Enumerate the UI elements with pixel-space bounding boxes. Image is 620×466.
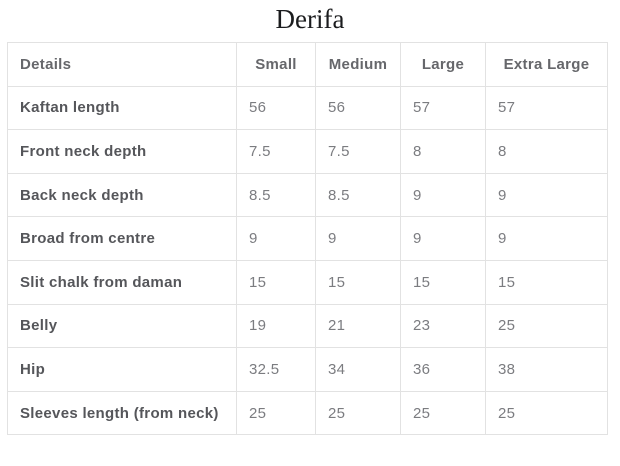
size-chart-table: Details Small Medium Large Extra Large K… bbox=[7, 42, 608, 436]
table-header-row: Details Small Medium Large Extra Large bbox=[7, 42, 608, 87]
cell-value: 25 bbox=[236, 390, 316, 436]
cell-value: 25 bbox=[400, 390, 486, 436]
cell-value: 23 bbox=[400, 303, 486, 349]
cell-value: 25 bbox=[485, 390, 608, 436]
table-row: Sleeves length (from neck) 25 25 25 25 bbox=[7, 390, 608, 436]
row-label: Back neck depth bbox=[7, 172, 237, 218]
cell-value: 21 bbox=[315, 303, 401, 349]
cell-value: 32.5 bbox=[236, 347, 316, 392]
cell-value: 8.5 bbox=[315, 172, 401, 218]
column-header-medium: Medium bbox=[315, 42, 401, 87]
cell-value: 9 bbox=[400, 216, 486, 261]
row-label: Front neck depth bbox=[7, 129, 237, 174]
cell-value: 8.5 bbox=[236, 172, 316, 218]
row-label: Slit chalk from daman bbox=[7, 259, 237, 305]
table-row: Slit chalk from daman 15 15 15 15 bbox=[7, 259, 608, 305]
cell-value: 25 bbox=[315, 390, 401, 436]
cell-value: 9 bbox=[315, 216, 401, 261]
column-header-extra-large: Extra Large bbox=[485, 42, 608, 87]
column-header-small: Small bbox=[236, 42, 316, 87]
cell-value: 36 bbox=[400, 347, 486, 392]
table-row: Belly 19 21 23 25 bbox=[7, 303, 608, 349]
row-label: Sleeves length (from neck) bbox=[7, 390, 237, 436]
cell-value: 9 bbox=[485, 172, 608, 218]
cell-value: 8 bbox=[400, 129, 486, 174]
cell-value: 57 bbox=[485, 85, 608, 131]
cell-value: 38 bbox=[485, 347, 608, 392]
page-title: Derifa bbox=[275, 4, 345, 34]
cell-value: 9 bbox=[485, 216, 608, 261]
cell-value: 7.5 bbox=[236, 129, 316, 174]
cell-value: 15 bbox=[485, 259, 608, 305]
row-label: Hip bbox=[7, 347, 237, 392]
cell-value: 7.5 bbox=[315, 129, 401, 174]
table-row: Front neck depth 7.5 7.5 8 8 bbox=[7, 129, 608, 174]
table-row: Kaftan length 56 56 57 57 bbox=[7, 85, 608, 131]
cell-value: 8 bbox=[485, 129, 608, 174]
cell-value: 25 bbox=[485, 303, 608, 349]
column-header-details: Details bbox=[7, 42, 237, 87]
table-row: Broad from centre 9 9 9 9 bbox=[7, 216, 608, 261]
cell-value: 34 bbox=[315, 347, 401, 392]
cell-value: 15 bbox=[315, 259, 401, 305]
cell-value: 56 bbox=[315, 85, 401, 131]
cell-value: 15 bbox=[236, 259, 316, 305]
cell-value: 9 bbox=[400, 172, 486, 218]
cell-value: 56 bbox=[236, 85, 316, 131]
cell-value: 15 bbox=[400, 259, 486, 305]
table-row: Hip 32.5 34 36 38 bbox=[7, 347, 608, 392]
cell-value: 19 bbox=[236, 303, 316, 349]
row-label: Broad from centre bbox=[7, 216, 237, 261]
cell-value: 9 bbox=[236, 216, 316, 261]
row-label: Kaftan length bbox=[7, 85, 237, 131]
row-label: Belly bbox=[7, 303, 237, 349]
cell-value: 57 bbox=[400, 85, 486, 131]
table-row: Back neck depth 8.5 8.5 9 9 bbox=[7, 172, 608, 218]
column-header-large: Large bbox=[400, 42, 486, 87]
